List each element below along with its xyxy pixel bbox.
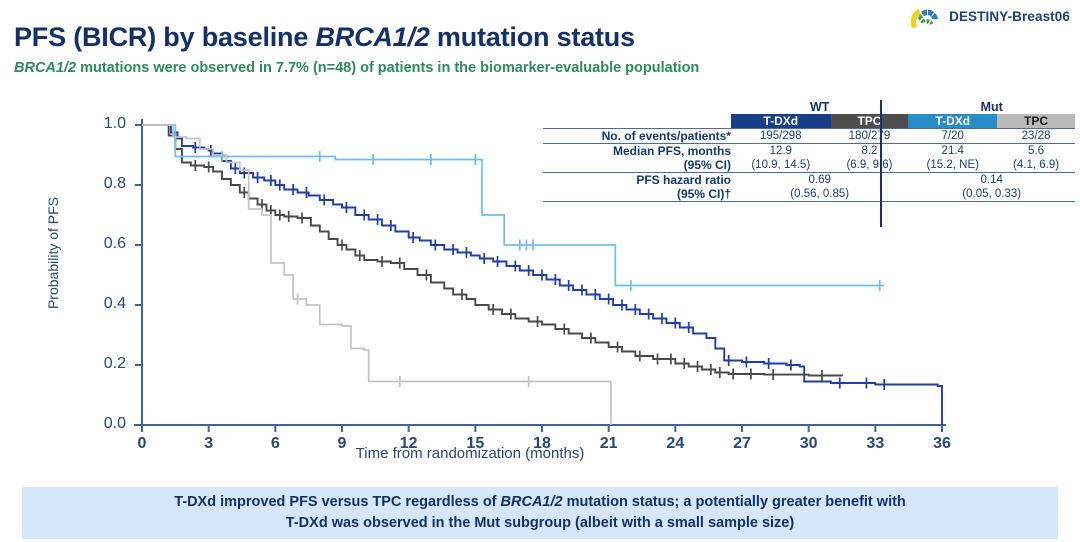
y-tick-label: 0.4 <box>103 295 126 312</box>
row-label-events: No. of events/patients* <box>601 129 731 143</box>
table-group-divider <box>880 100 882 227</box>
cell-median-mut-tpc: 5.6 <box>1028 145 1045 157</box>
table-row: No. of events/patients* 195/298 180/279 … <box>543 129 1075 144</box>
x-tick-label: 18 <box>533 435 551 452</box>
footer-line1-italic-gene: BRCA1/2 <box>500 493 563 510</box>
x-tick-label: 3 <box>204 435 214 452</box>
col-header-wt-tdxd: T-DXd <box>731 114 831 129</box>
table-rule <box>543 172 1075 173</box>
x-tick-label: 30 <box>799 435 818 452</box>
table-rule <box>543 201 1075 202</box>
logo-fan-icon <box>910 9 939 28</box>
footer-line-2: T-DXd was observed in the Mut subgroup (… <box>285 515 795 531</box>
logo-text: DESTINY-Breast06 <box>949 9 1070 24</box>
y-axis-label: Probability of PFS <box>45 196 61 310</box>
y-tick-label: 0.8 <box>103 175 126 192</box>
row-label-median-pfs: Median PFS, months <box>612 144 731 158</box>
y-tick-label: 0.0 <box>103 415 126 432</box>
cell-hr-ci-wt: (0.56, 0.85) <box>790 188 850 200</box>
x-tick-label: 24 <box>666 435 685 452</box>
cell-hr-mut: 0.14 <box>980 174 1003 186</box>
table-row: PFS hazard ratio 0.69 0.14 <box>543 173 1075 187</box>
title-part2: mutation status <box>429 22 635 52</box>
cell-median-mut-tdxd: 21.4 <box>941 145 964 157</box>
cell-median-wt-tpc: 8.2 <box>861 145 878 157</box>
table-column-header-row: T-DXd TPC T-DXd TPC <box>543 114 1075 129</box>
y-tick-label: 0.2 <box>103 355 126 372</box>
cell-events-wt-tdxd: 195/298 <box>759 130 802 142</box>
x-tick-label: 0 <box>137 435 147 452</box>
cell-median-ci-mut-tdxd: (15.2, NE) <box>926 159 979 171</box>
page-title: PFS (BICR) by baseline BRCA1/2 mutation … <box>14 22 635 53</box>
row-label-hazard-ci: (95% CI)† <box>676 187 731 201</box>
group-header-mut: Mut <box>980 100 1003 114</box>
x-tick-label: 27 <box>733 435 751 452</box>
cell-median-ci-wt-tpc: (6.9, 9.6) <box>846 159 893 171</box>
col-header-mut-tdxd: T-DXd <box>908 114 998 129</box>
group-header-wt: WT <box>809 100 830 114</box>
y-tick-label: 0.6 <box>103 235 126 252</box>
destiny-breast06-logo: DESTINY-Breast06 <box>910 3 1070 29</box>
footer-line1-a: T-DXd improved PFS versus TPC regardless… <box>174 493 501 510</box>
table-group-header-row: WT Mut <box>543 100 1075 114</box>
table-rule <box>543 128 1075 129</box>
km-plot-svg <box>134 119 946 432</box>
x-tick-label: 6 <box>270 435 280 452</box>
y-tick-label: 1.0 <box>103 115 126 132</box>
x-tick-label: 36 <box>933 435 951 452</box>
x-tick-label: 12 <box>399 435 418 452</box>
cell-median-ci-wt-tdxd: (10.9, 14.5) <box>751 159 811 171</box>
logo-text-sub: -Breast06 <box>1007 8 1070 24</box>
cell-hr-ci-mut: (0.05, 0.33) <box>962 188 1022 200</box>
km-chart: Probability of PFS 0.0 0.2 0.4 0.6 0.8 1.0 0 3… <box>0 95 1000 480</box>
footer-line-1: T-DXd improved PFS versus TPC regardless… <box>174 492 906 513</box>
cell-hr-wt: 0.69 <box>808 174 831 186</box>
x-tick-label: 21 <box>599 435 618 452</box>
title-italic-gene: BRCA1/2 <box>315 22 430 52</box>
table-row: Median PFS, months 12.9 8.2 21.4 5.6 <box>543 144 1075 158</box>
col-header-mut-tpc: TPC <box>997 114 1075 129</box>
cell-median-wt-tdxd: 12.9 <box>769 145 792 157</box>
cell-events-mut-tdxd: 7/20 <box>941 130 964 142</box>
x-tick-label: 33 <box>866 435 885 452</box>
page-subtitle: BRCA1/2 mutations were observed in 7.7% … <box>14 60 699 76</box>
x-tick-label: 9 <box>337 435 347 452</box>
km-curve <box>142 124 885 287</box>
row-label-hazard-ratio: PFS hazard ratio <box>636 173 731 187</box>
table-rule <box>543 143 1075 144</box>
col-header-wt-tpc: TPC <box>830 114 909 129</box>
cell-median-ci-mut-tpc: (4.1, 6.9) <box>1013 159 1060 171</box>
footer-line1-b: mutation status; a potentially greater b… <box>562 493 906 510</box>
logo-text-main: DESTINY <box>949 8 1008 24</box>
footer-takeaway-banner: T-DXd improved PFS versus TPC regardless… <box>22 487 1058 539</box>
subtitle-italic-gene: BRCA1/2 <box>14 60 77 76</box>
table-row: (95% CI) (10.9, 14.5) (6.9, 9.6) (15.2, … <box>543 158 1075 173</box>
subtitle-rest: mutations were observed in 7.7% (n=48) o… <box>76 60 700 76</box>
row-label-median-ci: (95% CI) <box>683 158 731 172</box>
destiny-logo-mark <box>910 3 944 29</box>
x-axis-label: Time from randomization (months) <box>355 445 585 462</box>
cell-events-mut-tpc: 23/28 <box>1021 130 1051 142</box>
table-row: (95% CI)† (0.56, 0.85) (0.05, 0.33) <box>543 187 1075 202</box>
km-curve <box>142 124 843 377</box>
results-table: WT Mut T-DXd TPC T-DXd TPC No. of events… <box>543 100 1075 227</box>
x-tick-label: 15 <box>466 435 485 452</box>
cell-events-wt-tpc: 180/279 <box>848 130 891 142</box>
km-curve <box>142 124 612 425</box>
title-part1: PFS (BICR) by baseline <box>14 22 316 52</box>
